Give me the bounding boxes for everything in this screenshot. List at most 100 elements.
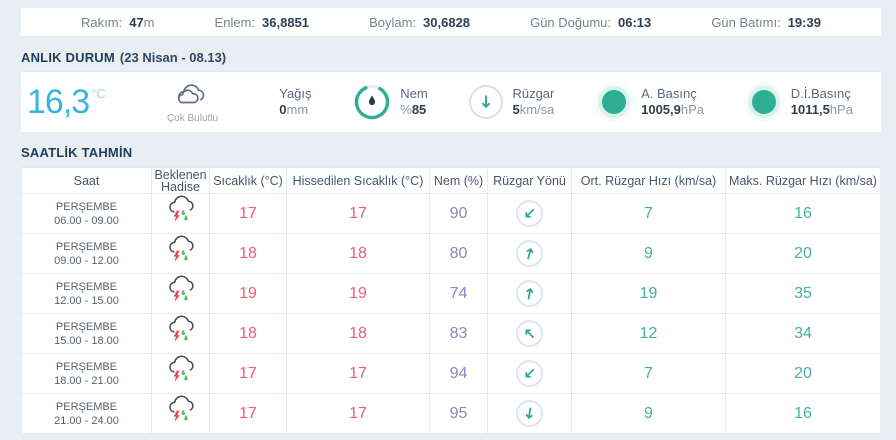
wind-direction-icon — [516, 360, 543, 387]
row-humidity: 74 — [430, 274, 488, 314]
wind-direction-icon — [516, 200, 543, 227]
table-body: PERŞEMBE 06.00 - 09.00 17 17 90 — [22, 194, 880, 434]
table-row[interactable]: PERŞEMBE 21.00 - 24.00 17 17 95 — [22, 394, 880, 434]
row-temperature: 17 — [210, 394, 287, 434]
row-time-range: 06.00 - 09.00 — [54, 214, 119, 227]
row-max-wind: 16 — [726, 194, 880, 234]
temperature-value: 16,3 — [27, 83, 90, 121]
pressure-metric: A. Basınç 1005,9hPa — [596, 86, 704, 118]
row-humidity: 95 — [430, 394, 488, 434]
sunrise-stat: Gün Doğumu: 06:13 — [530, 15, 651, 30]
row-max-wind: 34 — [726, 314, 880, 354]
table-row[interactable]: PERŞEMBE 12.00 - 15.00 19 19 74 — [22, 274, 880, 314]
row-avg-wind: 7 — [572, 194, 726, 234]
table-row[interactable]: PERŞEMBE 15.00 - 18.00 18 18 83 — [22, 314, 880, 354]
row-feels-like: 17 — [287, 394, 430, 434]
col-hissedilen: Hissedilen Sıcaklık (°C) — [287, 168, 430, 194]
row-humidity: 80 — [430, 234, 488, 274]
location-stats-bar: Rakım: 47m Enlem: 36,8851 Boylam: 30,682… — [21, 8, 881, 37]
wind-direction-icon — [516, 280, 543, 307]
altitude-value: 47 — [129, 14, 144, 30]
temperature-unit: °C — [91, 86, 106, 101]
sunset-value: 19:39 — [787, 14, 821, 30]
current-condition: Çok Bulutlu — [148, 81, 238, 124]
thunderstorm-icon — [164, 275, 198, 312]
latitude-label: Enlem: — [214, 14, 256, 30]
sea-pressure-dot-icon — [751, 90, 776, 114]
pressure-value: 1005,9 — [641, 102, 681, 117]
wind-value: 5 — [512, 102, 520, 117]
row-temperature: 17 — [210, 194, 287, 234]
row-temperature: 19 — [210, 274, 287, 314]
row-temperature: 17 — [210, 354, 287, 394]
latitude-value: 36,8851 — [262, 14, 310, 30]
wind-direction-icon — [469, 85, 504, 119]
row-time-range: 18.00 - 21.00 — [54, 374, 119, 387]
row-humidity: 94 — [430, 354, 488, 394]
col-maks-ruzgar: Maks. Rüzgar Hızı (km/sa) — [726, 168, 880, 194]
hourly-forecast-table: Saat Beklenen Hadise Sıcaklık (°C) Hisse… — [21, 167, 881, 434]
row-time-range: 09.00 - 12.00 — [54, 254, 119, 267]
row-time-range: 15.00 - 18.00 — [54, 334, 119, 347]
cloudy-icon — [171, 81, 215, 112]
col-ort-ruzgar: Ort. Rüzgar Hızı (km/sa) — [572, 168, 726, 194]
row-humidity: 90 — [430, 194, 488, 234]
thunderstorm-icon — [164, 195, 198, 232]
table-row[interactable]: PERŞEMBE 18.00 - 21.00 17 17 94 — [22, 354, 880, 394]
current-conditions-card: 16,3 °C Çok Bulutlu Yağış 0mm — [21, 72, 881, 132]
sea-pressure-value: 1011,5 — [790, 102, 830, 117]
current-temperature: 16,3 °C — [27, 74, 106, 130]
row-max-wind: 20 — [726, 354, 880, 394]
row-feels-like: 19 — [287, 274, 430, 314]
longitude-value: 30,6828 — [423, 14, 471, 30]
current-section-timestamp: (23 Nisan - 08.13) — [119, 50, 227, 65]
sea-pressure-metric: D.İ.Basınç 1011,5hPa — [746, 86, 853, 118]
table-row[interactable]: PERŞEMBE 09.00 - 12.00 18 18 80 — [22, 234, 880, 274]
condition-label: Çok Bulutlu — [166, 112, 219, 124]
table-header-row: Saat Beklenen Hadise Sıcaklık (°C) Hisse… — [22, 168, 880, 194]
row-day: PERŞEMBE — [55, 320, 118, 333]
row-temperature: 18 — [210, 234, 287, 274]
altitude-label: Rakım: — [81, 14, 123, 30]
humidity-label: Nem — [400, 86, 428, 101]
wind-metric: Rüzgar 5km/sa — [469, 85, 554, 119]
hourly-forecast-header: SAATLİK TAHMİN — [21, 141, 881, 167]
humidity-value: 85 — [411, 102, 427, 117]
sea-pressure-label: D.İ.Basınç — [790, 86, 851, 101]
precipitation-label: Yağış — [279, 86, 312, 101]
row-feels-like: 17 — [287, 354, 430, 394]
humidity-metric: Nem %85 — [353, 83, 428, 121]
col-nem: Nem (%) — [430, 168, 488, 194]
altitude-stat: Rakım: 47m — [81, 14, 155, 30]
sunrise-value: 06:13 — [618, 14, 652, 30]
precipitation-metric: Yağış 0mm — [279, 86, 312, 117]
row-avg-wind: 7 — [572, 354, 726, 394]
row-max-wind: 16 — [726, 394, 880, 434]
row-avg-wind: 12 — [572, 314, 726, 354]
row-avg-wind: 9 — [572, 394, 726, 434]
col-sicaklik: Sıcaklık (°C) — [210, 168, 287, 194]
pressure-label: A. Basınç — [641, 86, 697, 101]
row-feels-like: 18 — [287, 234, 430, 274]
longitude-stat: Boylam: 30,6828 — [369, 15, 470, 30]
row-avg-wind: 19 — [572, 274, 726, 314]
row-day: PERŞEMBE — [55, 360, 118, 373]
row-max-wind: 35 — [726, 274, 880, 314]
row-time-range: 12.00 - 15.00 — [54, 294, 119, 307]
row-day: PERŞEMBE — [55, 400, 118, 413]
row-feels-like: 18 — [287, 314, 430, 354]
row-humidity: 83 — [430, 314, 488, 354]
humidity-ring-icon — [353, 83, 391, 121]
row-day: PERŞEMBE — [55, 240, 118, 253]
row-feels-like: 17 — [287, 194, 430, 234]
col-beklenen-hadise: Beklenen Hadise — [152, 168, 210, 194]
col-ruzgar-yonu: Rüzgar Yönü — [488, 168, 572, 194]
row-max-wind: 20 — [726, 234, 880, 274]
wind-label: Rüzgar — [512, 86, 555, 101]
wind-direction-icon — [516, 320, 543, 347]
thunderstorm-icon — [164, 315, 198, 352]
sunset-stat: Gün Batımı: 19:39 — [711, 15, 821, 30]
longitude-label: Boylam: — [369, 14, 417, 30]
col-saat: Saat — [22, 168, 152, 194]
table-row[interactable]: PERŞEMBE 06.00 - 09.00 17 17 90 — [22, 194, 880, 234]
